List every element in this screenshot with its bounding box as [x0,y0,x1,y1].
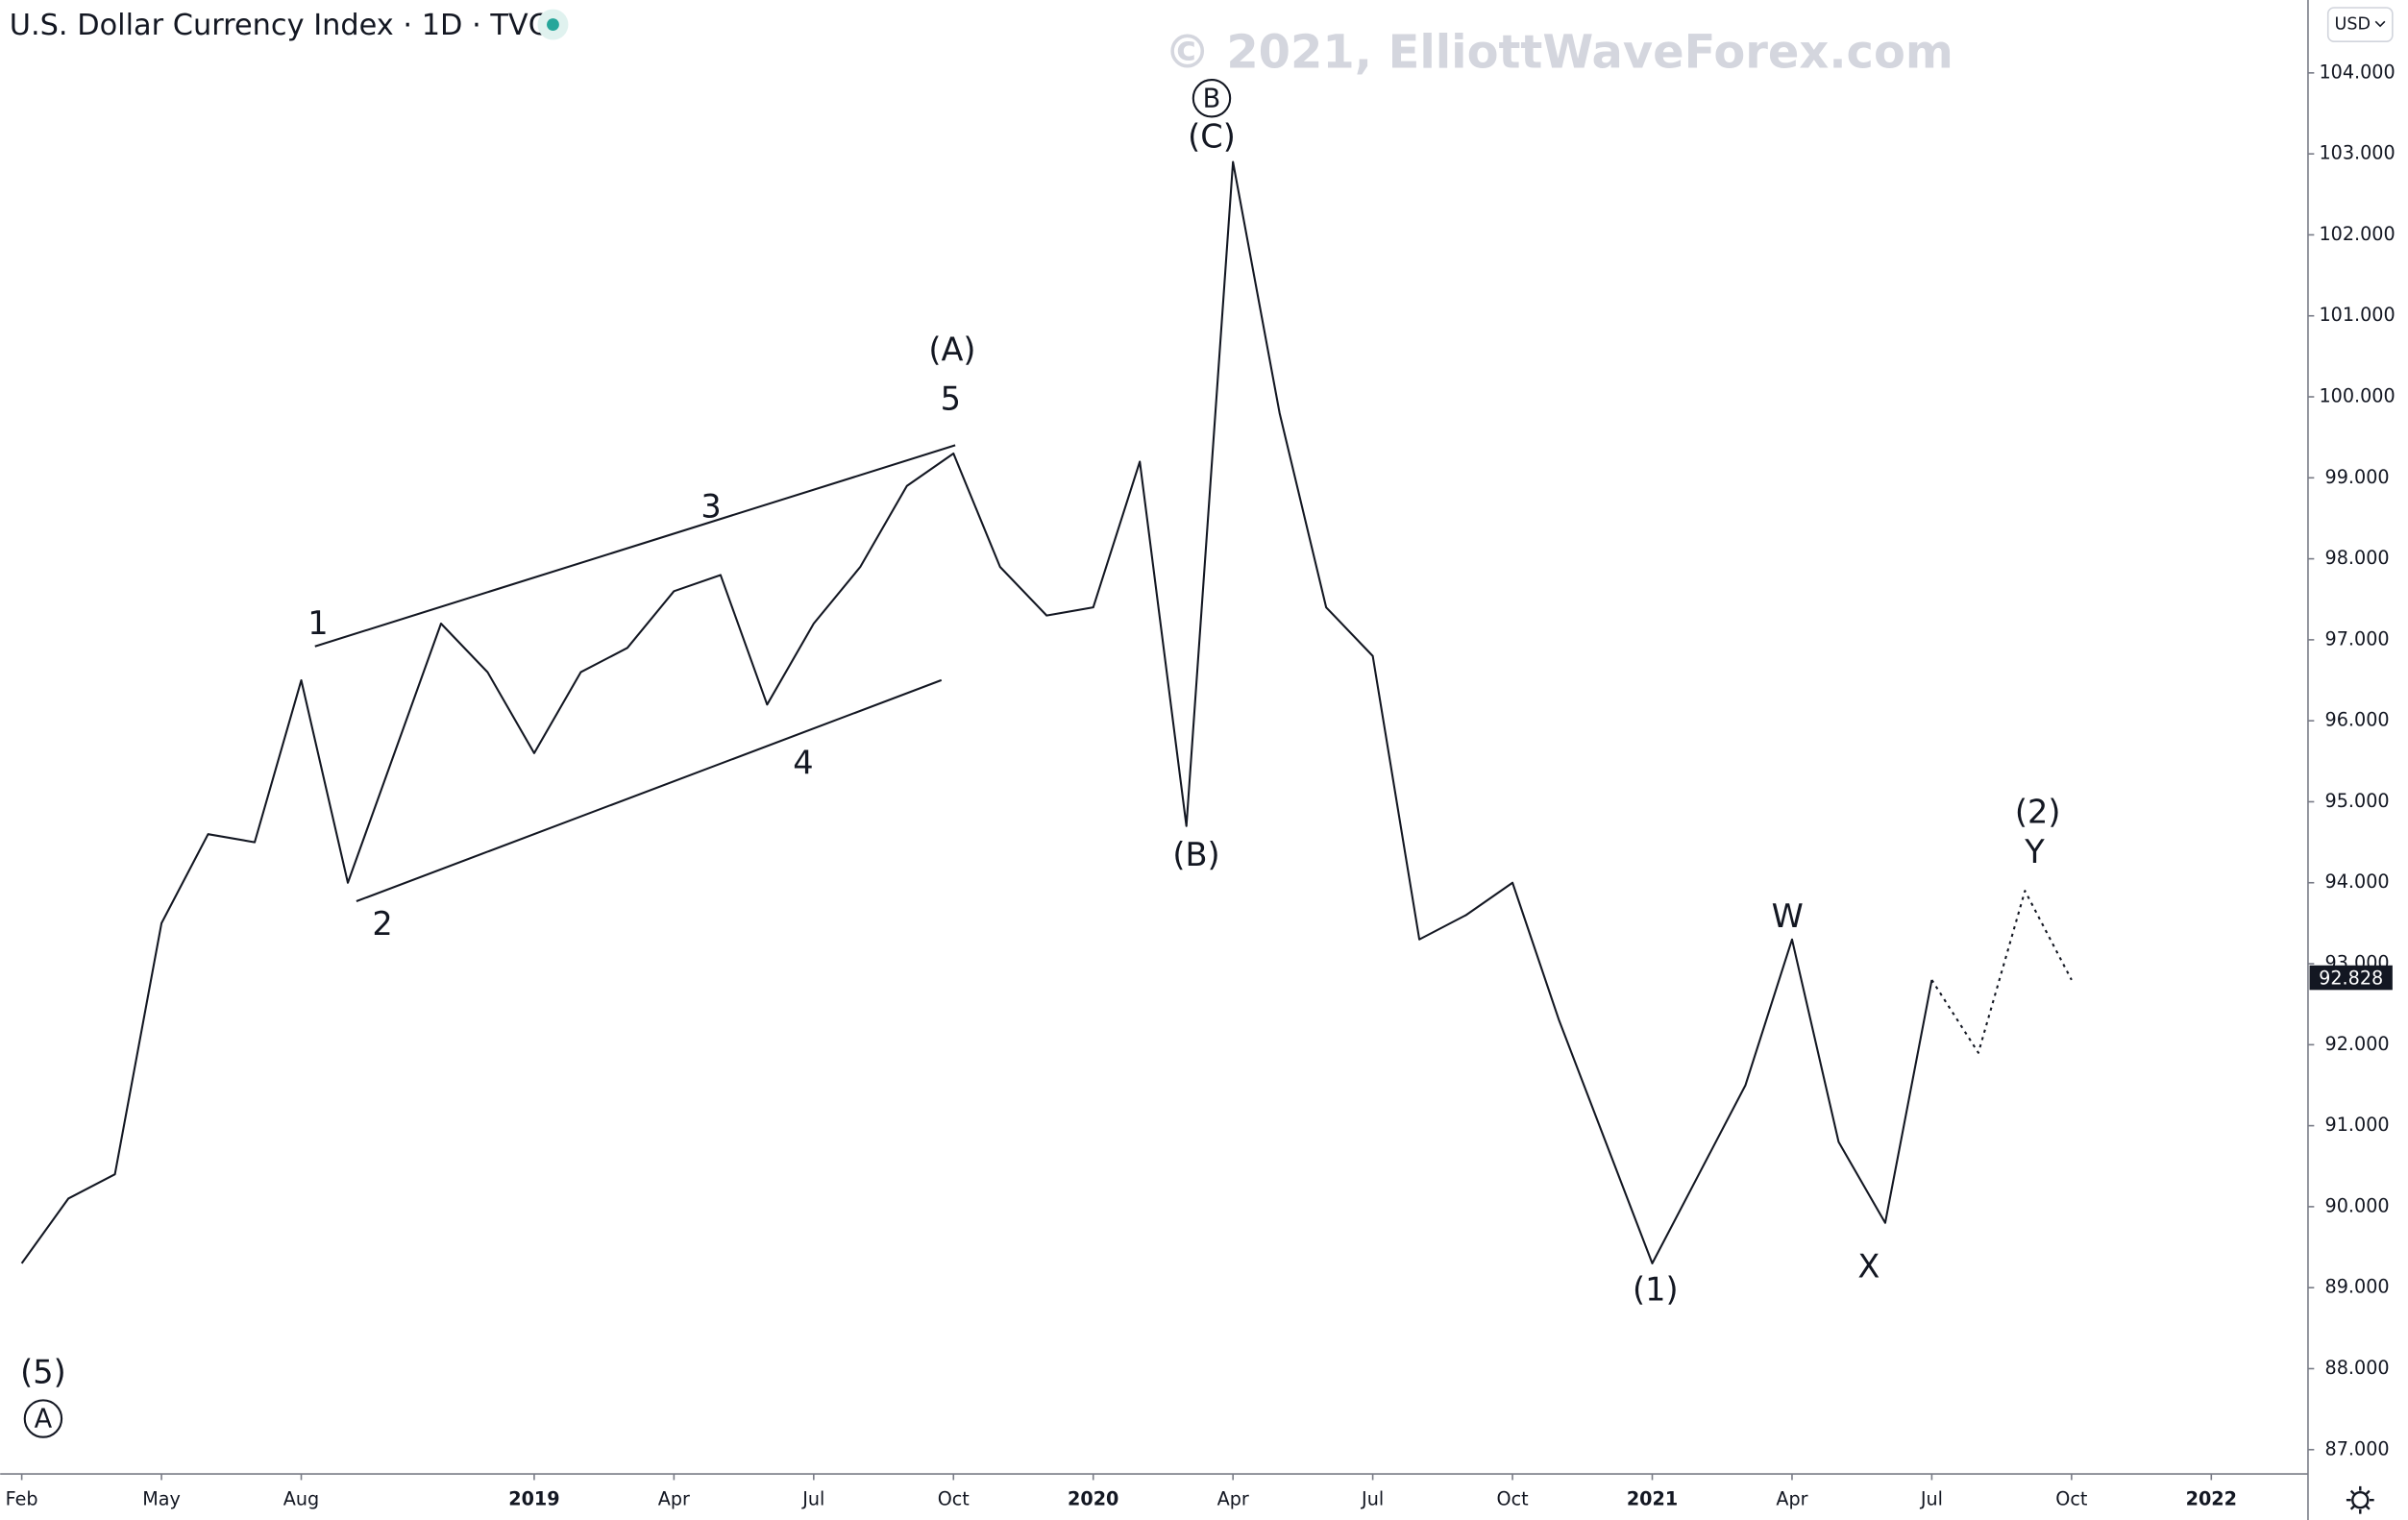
wave-label: B [1203,84,1221,113]
y-tick-label: 101.000 [2319,304,2395,326]
y-tick-label: 104.000 [2319,61,2395,83]
wave-label: A [35,1405,53,1434]
wave-label: (5) [20,1354,66,1391]
x-tick-label: Oct [1497,1488,1530,1510]
price-line [20,160,1933,1264]
x-tick-label: Jul [1920,1488,1943,1510]
projection-line [1930,890,2073,1054]
x-tick-label: Oct [938,1488,971,1510]
wave-label: (2) [2015,793,2061,830]
wave-label: 1 [307,604,328,642]
symbol: U.S. Dollar Currency Index [10,9,394,42]
y-tick-label: 98.000 [2325,547,2390,569]
wave-label: Y [2024,833,2045,870]
last-price-label: 92.828 [2319,968,2383,990]
x-tick-label: Apr [658,1488,690,1510]
y-tick-label: 91.000 [2325,1114,2390,1136]
wave-label: (1) [1633,1270,1679,1308]
x-tick-label: 2021 [1627,1488,1678,1510]
y-tick-label: 88.000 [2325,1357,2390,1379]
x-tick-label: Apr [1776,1488,1807,1510]
currency-label: USD [2335,15,2371,35]
x-tick-label: Aug [283,1488,319,1510]
y-tick-label: 102.000 [2319,223,2395,245]
channel-lower [356,678,943,902]
wave-label: 2 [372,905,392,943]
watermark: © 2021, ElliottWaveForex.com [1165,27,1953,80]
x-tick-label: May [142,1488,181,1510]
x-tick-label: Feb [6,1488,38,1510]
channel-upper [314,444,956,648]
wave-label: 5 [941,380,961,418]
y-tick-label: 90.000 [2325,1194,2390,1216]
last-price-box [2309,965,2393,991]
y-tick-label: 94.000 [2325,870,2390,893]
x-tick-label: 2020 [1068,1488,1118,1510]
x-tick-label: Apr [1217,1488,1249,1510]
plot-area [20,160,2073,1264]
settings-icon[interactable] [2346,1485,2374,1514]
y-tick-label: 100.000 [2319,385,2395,407]
currency-button[interactable] [2326,7,2394,42]
interval: 1D [422,9,463,42]
y-tick-label: 96.000 [2325,709,2390,731]
symbol-title: U.S. Dollar Currency Index · 1D · TVC [10,9,549,42]
circle-mark [23,1399,63,1438]
dropdown-arrow [2374,20,2386,28]
wave-label: 3 [700,487,721,525]
wave-label: (B) [1172,836,1219,873]
x-tick-label: Jul [1361,1488,1384,1510]
x-tick-label: Oct [2055,1488,2088,1510]
x-tick-label: Jul [801,1488,824,1510]
y-tick-label: 95.000 [2325,790,2390,812]
y-tick-label: 92.000 [2325,1033,2390,1055]
wave-label: (C) [1188,117,1236,155]
wave-label: 4 [793,744,813,781]
circle-mark [1192,79,1232,118]
y-tick-label: 89.000 [2325,1276,2390,1298]
wave-label: W [1772,897,1804,935]
y-tick-label: 97.000 [2325,627,2390,650]
x-tick-label: 2022 [2186,1488,2237,1510]
y-tick-label: 103.000 [2319,142,2395,164]
y-tick-label: 87.000 [2325,1437,2390,1459]
wave-label: X [1857,1247,1880,1285]
status-dot [547,18,559,31]
wave-label: (A) [928,331,975,368]
x-tick-label: 2019 [508,1488,559,1510]
y-tick-label: 99.000 [2325,466,2390,488]
